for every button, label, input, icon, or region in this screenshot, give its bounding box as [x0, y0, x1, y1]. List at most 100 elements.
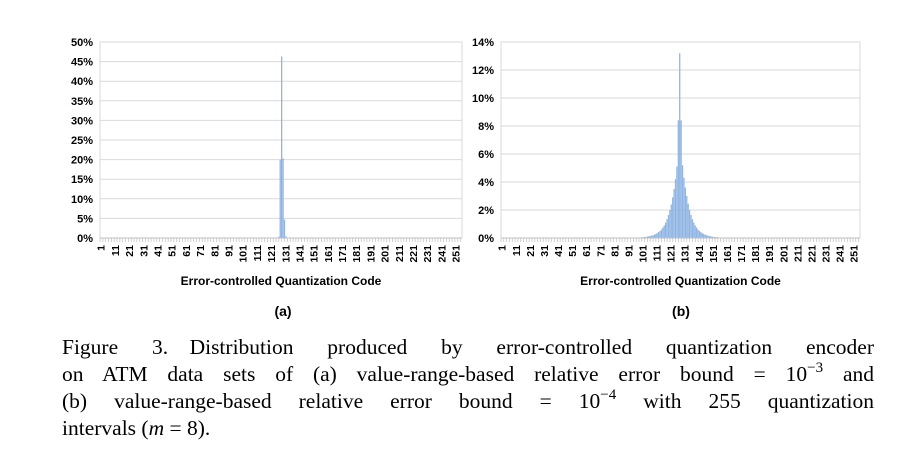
caption-line-4-post: = 8). [164, 416, 211, 440]
y-tick-label: 20% [71, 155, 93, 167]
panel-label: (b) [672, 303, 690, 319]
x-tick-label: 111 [652, 245, 664, 262]
bar [662, 227, 664, 238]
x-tick-label: 61 [181, 245, 193, 257]
x-tick-label: 161 [722, 245, 734, 263]
bar [697, 229, 699, 238]
bar [679, 53, 681, 239]
bar [711, 236, 713, 238]
y-tick-label: 2% [478, 205, 494, 217]
x-tick-label: 141 [294, 245, 306, 263]
x-tick-label: 181 [750, 245, 762, 263]
bar [695, 227, 698, 238]
bar [698, 231, 701, 238]
x-tick-label: 211 [792, 245, 804, 262]
x-axis-title: Error-controlled Quantization Code [181, 274, 382, 288]
x-tick-label: 241 [835, 245, 847, 263]
bar [683, 177, 685, 238]
x-tick-label: 41 [553, 245, 565, 257]
x-tick-label: 71 [595, 245, 607, 257]
x-tick-label: 41 [152, 245, 164, 257]
caption-line-2-text: on ATM data sets of (a) value-range-base… [62, 362, 808, 386]
y-tick-label: 30% [71, 115, 93, 127]
bar [693, 222, 695, 238]
y-tick-label: 10% [71, 194, 93, 206]
x-tick-label: 101 [238, 245, 250, 263]
bar [686, 196, 688, 238]
x-tick-label: 71 [195, 245, 207, 257]
x-tick-label: 101 [637, 245, 649, 263]
y-tick-label: 40% [71, 76, 93, 88]
bar [672, 197, 674, 238]
bar [677, 120, 679, 238]
bar [652, 235, 654, 238]
y-tick-label: 35% [71, 96, 93, 108]
bar [281, 56, 283, 239]
bar [676, 166, 678, 238]
caption-line-4-math: m [148, 416, 165, 440]
x-tick-label: 61 [581, 245, 593, 257]
x-tick-label: 181 [351, 245, 363, 263]
x-tick-label: 31 [539, 245, 551, 257]
bar [645, 236, 647, 238]
figure-caption: Figure 3. Distribution produced by error… [62, 334, 874, 442]
x-tick-label: 121 [266, 245, 278, 263]
bar [691, 219, 694, 238]
y-tick-label: 50% [71, 37, 93, 49]
x-tick-label: 191 [365, 245, 377, 263]
bar [694, 225, 696, 238]
bar [665, 222, 667, 238]
x-tick-label: 1 [96, 245, 108, 251]
bar [700, 232, 702, 238]
x-tick-label: 221 [408, 245, 420, 263]
bar [680, 120, 682, 238]
x-tick-label: 201 [380, 245, 392, 263]
x-tick-label: 131 [680, 245, 692, 263]
x-tick-label: 31 [138, 245, 150, 257]
y-tick-label: 10% [472, 93, 494, 105]
y-tick-label: 25% [71, 135, 93, 147]
x-tick-label: 221 [806, 245, 818, 263]
x-tick-label: 11 [110, 245, 122, 256]
bar [674, 179, 677, 238]
x-tick-label: 151 [708, 245, 720, 263]
x-tick-label: 161 [323, 245, 335, 263]
chart-panel-a: 0%5%10%15%20%25%30%35%40%45%50%1 11 21 31 41… [71, 37, 463, 319]
x-axis-title: Error-controlled Quantization Code [580, 274, 781, 288]
bar [681, 165, 684, 238]
y-tick-label: 12% [472, 65, 494, 77]
bar [283, 219, 286, 238]
x-tick-label: 171 [337, 245, 349, 263]
x-tick-label: 251 [451, 245, 463, 263]
bar [649, 236, 651, 238]
bar [648, 236, 650, 238]
y-tick-label: 14% [472, 37, 494, 49]
caption-line-4-pre: intervals ( [62, 416, 149, 440]
x-tick-label: 21 [124, 245, 136, 257]
chart-panel-b: 0%2%4%6%8%10%12%14%1 11 21 31 41 51 61 71 81 91 10… [472, 37, 861, 319]
bar [687, 203, 689, 238]
bar [656, 233, 658, 238]
y-tick-label: 15% [71, 174, 93, 186]
x-tick-label: 91 [223, 245, 235, 257]
bar [653, 234, 656, 238]
caption-line-2: on ATM data sets of (a) value-range-base… [62, 361, 874, 388]
y-tick-label: 8% [478, 121, 494, 133]
panel-label: (a) [274, 303, 291, 319]
y-tick-label: 4% [478, 177, 494, 189]
x-tick-label: 151 [309, 245, 321, 263]
x-tick-label: 51 [167, 245, 179, 257]
bar [657, 232, 660, 238]
x-tick-label: 111 [252, 245, 264, 262]
bar [278, 236, 280, 238]
y-tick-label: 0% [478, 233, 494, 245]
x-tick-label: 201 [778, 245, 790, 263]
bar [655, 233, 657, 238]
caption-exponent-b: −4 [600, 387, 617, 403]
caption-line-2-end: and [823, 362, 875, 386]
bar [663, 225, 665, 238]
x-tick-label: 1 [497, 245, 509, 251]
bar [673, 189, 675, 238]
x-tick-label: 241 [436, 245, 448, 263]
caption-exponent-a: −3 [807, 360, 824, 376]
